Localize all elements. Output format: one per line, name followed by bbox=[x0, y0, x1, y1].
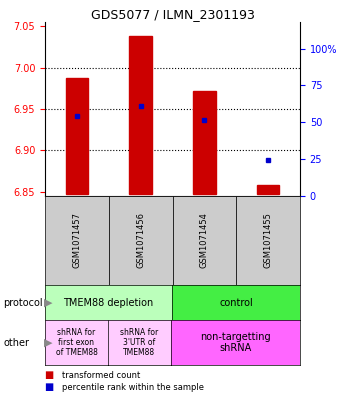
Bar bbox=[257, 185, 279, 193]
Title: GDS5077 / ILMN_2301193: GDS5077 / ILMN_2301193 bbox=[90, 8, 254, 21]
Bar bbox=[193, 91, 216, 193]
FancyBboxPatch shape bbox=[236, 196, 300, 285]
FancyBboxPatch shape bbox=[172, 196, 236, 285]
Bar bbox=[66, 77, 88, 193]
Text: percentile rank within the sample: percentile rank within the sample bbox=[62, 382, 204, 391]
Text: transformed count: transformed count bbox=[62, 371, 140, 380]
Text: GSM1071454: GSM1071454 bbox=[200, 213, 209, 268]
Text: shRNA for
3'UTR of
TMEM88: shRNA for 3'UTR of TMEM88 bbox=[120, 328, 159, 357]
Text: ▶: ▶ bbox=[44, 338, 53, 347]
Text: ■: ■ bbox=[45, 370, 57, 380]
Text: non-targetting
shRNA: non-targetting shRNA bbox=[200, 332, 271, 353]
Text: protocol: protocol bbox=[3, 298, 43, 307]
Text: shRNA for
first exon
of TMEM88: shRNA for first exon of TMEM88 bbox=[55, 328, 98, 357]
Text: ■: ■ bbox=[45, 382, 57, 392]
Text: GSM1071456: GSM1071456 bbox=[136, 213, 145, 268]
Text: GSM1071455: GSM1071455 bbox=[264, 213, 273, 268]
Bar bbox=[130, 36, 152, 193]
FancyBboxPatch shape bbox=[109, 196, 172, 285]
Text: TMEM88 depletion: TMEM88 depletion bbox=[63, 298, 154, 307]
Text: ▶: ▶ bbox=[44, 298, 53, 307]
Text: other: other bbox=[3, 338, 29, 347]
Text: control: control bbox=[219, 298, 253, 307]
FancyBboxPatch shape bbox=[45, 196, 109, 285]
Text: GSM1071457: GSM1071457 bbox=[72, 213, 81, 268]
